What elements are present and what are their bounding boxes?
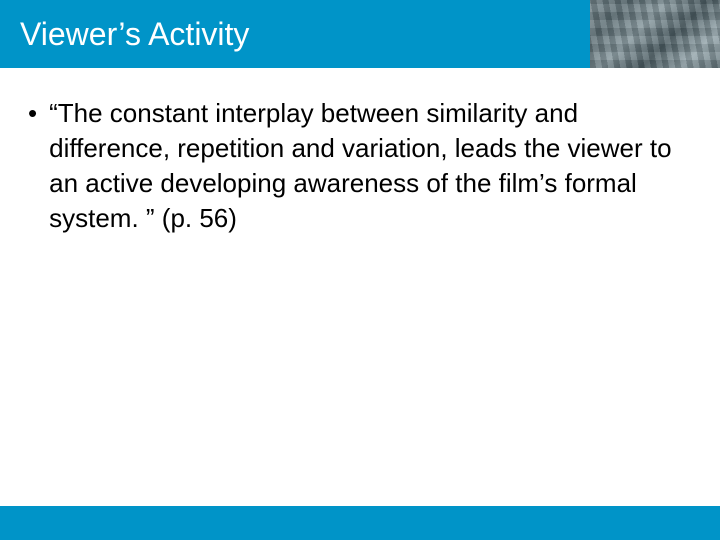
bullet-marker: • bbox=[28, 96, 37, 131]
slide-footer bbox=[0, 506, 720, 540]
slide-header: Viewer’s Activity bbox=[0, 0, 720, 68]
slide-title: Viewer’s Activity bbox=[0, 16, 249, 53]
bullet-item: • “The constant interplay between simila… bbox=[28, 96, 680, 236]
slide-content: • “The constant interplay between simila… bbox=[0, 68, 720, 236]
body-text: “The constant interplay between similari… bbox=[49, 96, 680, 236]
header-decorative-image bbox=[590, 0, 720, 68]
